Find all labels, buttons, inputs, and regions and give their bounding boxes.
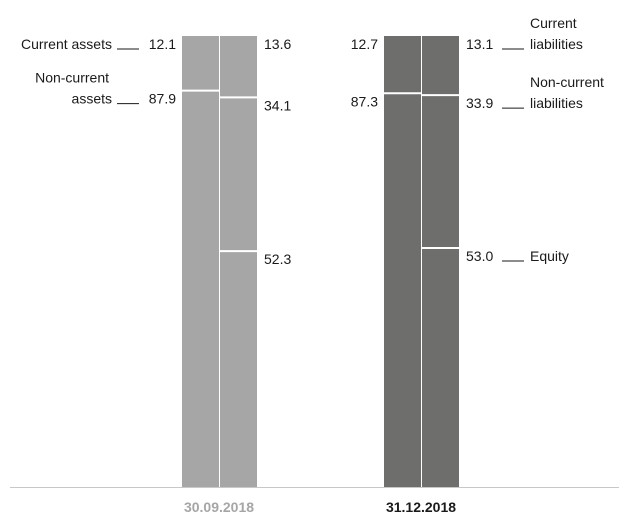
value-label-p1-current-liabilities: 13.6 <box>264 36 291 52</box>
p2-liab-non-current-liabilities-bar <box>422 95 459 248</box>
p1-assets-current-assets-bar <box>182 36 219 91</box>
date-labels-layer: 30.09.2018 31.12.2018 <box>184 499 456 513</box>
category-label-current-assets: Current assets <box>21 36 112 52</box>
category-label-current-liabilities-line1: Current <box>530 15 577 31</box>
value-label-p2-current-assets: 12.7 <box>351 36 378 52</box>
p2-assets-current-assets-bar <box>384 36 421 94</box>
date-label-period-2: 31.12.2018 <box>386 499 456 513</box>
p2-liab-current-liabilities-bar <box>422 36 459 96</box>
p1-assets-non-current-assets-bar <box>182 90 219 488</box>
p2-assets-non-current-assets-bar <box>384 93 421 487</box>
value-label-p1-equity: 52.3 <box>264 251 291 267</box>
value-label-p2-non-current-liabilities: 33.9 <box>466 95 493 111</box>
value-label-p2-non-current-assets: 87.3 <box>351 93 378 109</box>
category-label-non-current-liabilities-line1: Non-current <box>530 74 604 90</box>
category-label-equity: Equity <box>530 248 569 264</box>
value-label-p2-equity: 53.0 <box>466 248 493 264</box>
value-label-p1-non-current-liabilities: 34.1 <box>264 97 291 113</box>
category-label-non-current-liabilities-line2: liabilities <box>530 95 583 111</box>
value-label-p1-non-current-assets: 87.9 <box>149 91 176 107</box>
category-label-non-current-assets-line2: assets <box>72 91 112 107</box>
category-label-non-current-assets-line1: Non-current <box>35 70 109 86</box>
value-label-p2-current-liabilities: 13.1 <box>466 36 493 52</box>
p1-liab-current-liabilities-bar <box>220 36 257 98</box>
category-label-current-liabilities-line2: liabilities <box>530 36 583 52</box>
p1-liab-non-current-liabilities-bar <box>220 97 257 252</box>
date-label-period-1: 30.09.2018 <box>184 499 254 513</box>
bars-layer <box>182 36 459 488</box>
value-label-p1-current-assets: 12.1 <box>149 36 176 52</box>
p1-liab-equity-bar <box>220 251 257 487</box>
labels-layer: 12.1 87.9 Current assets Non-current assets 1… <box>21 15 604 267</box>
p2-liab-equity-bar <box>422 247 459 487</box>
